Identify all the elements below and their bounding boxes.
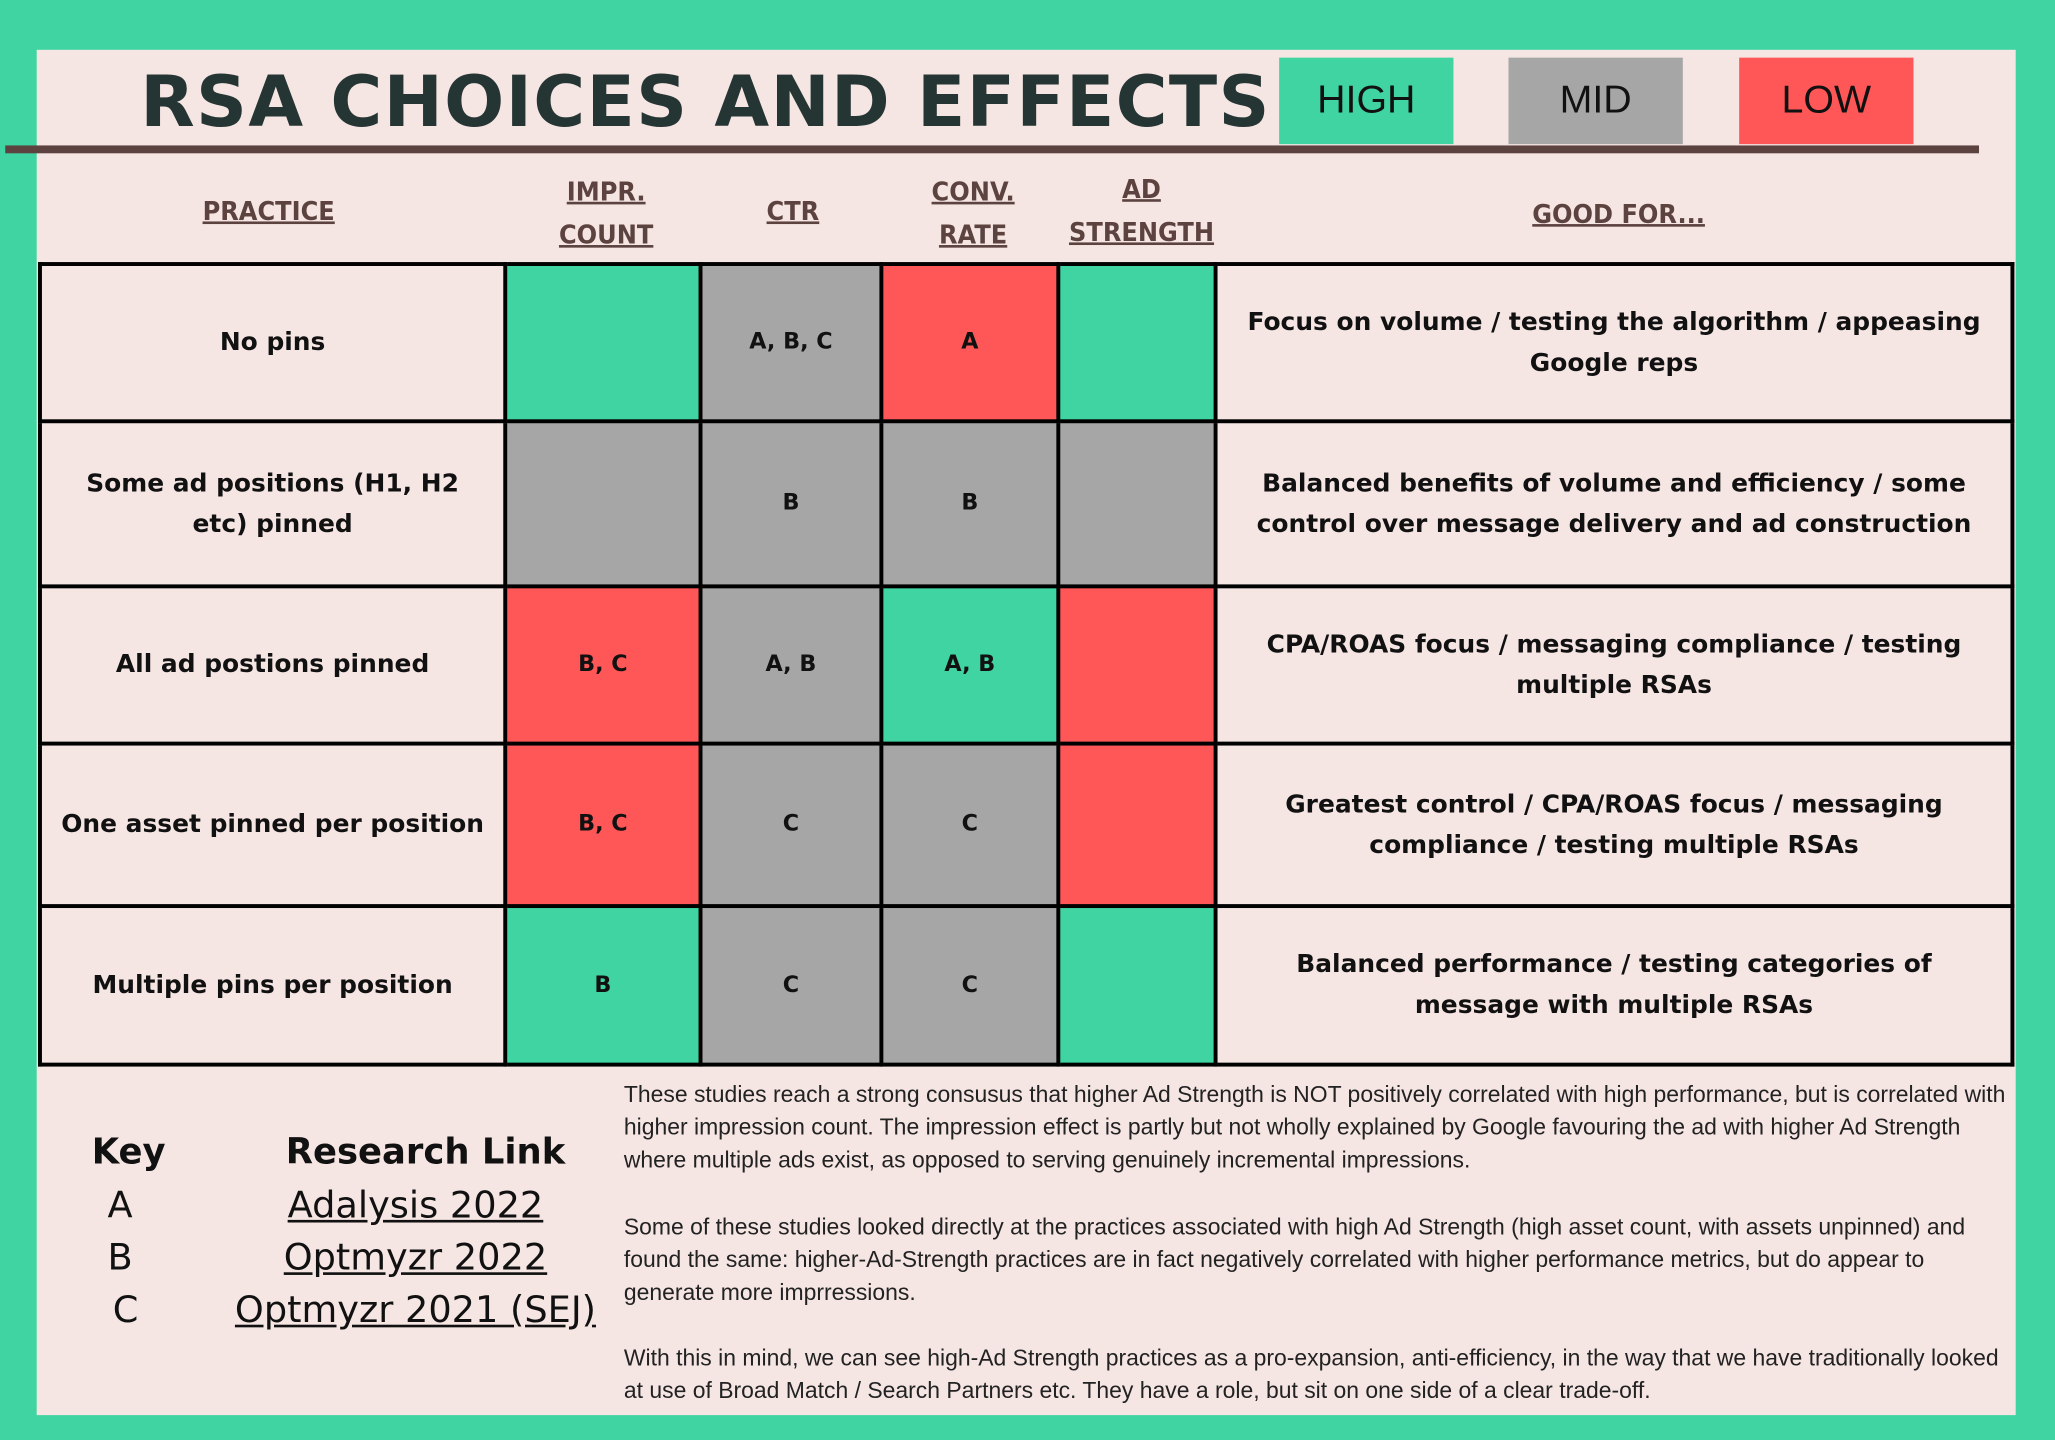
effects-table: No pins A, B, C A Focus on volume / testing… xyxy=(38,262,2015,1067)
header-conv-rate: CONV. RATE xyxy=(910,170,1037,256)
legend-low: LOW xyxy=(1739,57,1914,145)
header-practice: PRACTICE xyxy=(202,195,335,227)
good-for-cell: Greatest control / CPA/ROAS focus / mess… xyxy=(1213,741,2015,909)
practice-cell: No pins xyxy=(38,262,508,424)
ad-rating-cell xyxy=(1056,419,1218,589)
header-impr-count: IMPR. COUNT xyxy=(531,170,682,256)
table-row: One asset pinned per position B, C C C Great… xyxy=(38,741,2015,909)
link-adalysis-2022[interactable]: Adalysis 2022 xyxy=(287,1183,544,1227)
key-a: A xyxy=(107,1183,133,1227)
header-ctr: CTR xyxy=(766,195,820,227)
conv-rating-cell: C xyxy=(879,904,1061,1067)
header-line: CONV. xyxy=(931,175,1015,208)
header-line: STRENGTH xyxy=(1068,216,1215,248)
header-line: AD xyxy=(1122,172,1161,205)
practice-cell: Some ad positions (H1, H2 etc) pinned xyxy=(38,419,508,589)
impr-rating-cell xyxy=(503,262,703,424)
legend-high: HIGH xyxy=(1279,57,1454,145)
legend-mid: MID xyxy=(1508,57,1683,145)
practice-cell: All ad postions pinned xyxy=(38,584,508,746)
paragraph-1: These studies reach a strong consusus th… xyxy=(623,1080,2006,1173)
header-line: RATE xyxy=(938,218,1008,251)
table-row: Some ad positions (H1, H2 etc) pinned B B B… xyxy=(38,419,2015,589)
header-line: IMPR. xyxy=(566,175,646,208)
header-good-for: GOOD FOR... xyxy=(1532,197,1705,230)
header-ad-strength: AD STRENGTH xyxy=(1056,168,1227,254)
good-for-cell: Balanced benefits of volume and efficien… xyxy=(1213,419,2015,589)
link-optmyzr-2022[interactable]: Optmyzr 2022 xyxy=(283,1235,548,1279)
research-link-heading: Research Link xyxy=(285,1132,566,1173)
ctr-rating-cell: A, B, C xyxy=(698,262,884,424)
page-title: RSA CHOICES AND EFFECTS xyxy=(140,60,1271,143)
conv-rating-cell: B xyxy=(879,419,1061,589)
table-row: No pins A, B, C A Focus on volume / testing… xyxy=(38,262,2015,424)
paragraph-2: Some of these studies looked directly at… xyxy=(623,1213,1966,1306)
key-b: B xyxy=(107,1235,133,1279)
ctr-rating-cell: C xyxy=(698,904,884,1067)
impr-rating-cell: B, C xyxy=(503,741,703,909)
link-optmyzr-2021-sej[interactable]: Optmyzr 2021 (SEJ) xyxy=(234,1288,596,1332)
ctr-rating-cell: B xyxy=(698,419,884,589)
header-line: COUNT xyxy=(558,218,654,251)
ad-rating-cell xyxy=(1056,262,1218,424)
title-divider xyxy=(5,145,1980,154)
impr-rating-cell xyxy=(503,419,703,589)
ctr-rating-cell: A, B xyxy=(698,584,884,746)
conv-rating-cell: C xyxy=(879,741,1061,909)
impr-rating-cell: B xyxy=(503,904,703,1067)
key-c: C xyxy=(112,1288,139,1332)
table-row: All ad postions pinned B, C A, B A, B CPA/RO… xyxy=(38,584,2015,746)
paragraph-3: With this in mind, we can see high-Ad St… xyxy=(623,1344,1999,1404)
good-for-cell: Focus on volume / testing the algorithm … xyxy=(1213,262,2015,424)
key-heading: Key xyxy=(91,1132,166,1173)
table-row: Multiple pins per position B C C Balanced pe… xyxy=(38,904,2015,1067)
ctr-rating-cell: C xyxy=(698,741,884,909)
ad-rating-cell xyxy=(1056,904,1218,1067)
good-for-cell: CPA/ROAS focus / messaging compliance / … xyxy=(1213,584,2015,746)
ad-rating-cell xyxy=(1056,741,1218,909)
good-for-cell: Balanced performance / testing categorie… xyxy=(1213,904,2015,1067)
practice-cell: One asset pinned per position xyxy=(38,741,508,909)
ad-rating-cell xyxy=(1056,584,1218,746)
conv-rating-cell: A xyxy=(879,262,1061,424)
practice-cell: Multiple pins per position xyxy=(38,904,508,1067)
conv-rating-cell: A, B xyxy=(879,584,1061,746)
impr-rating-cell: B, C xyxy=(503,584,703,746)
